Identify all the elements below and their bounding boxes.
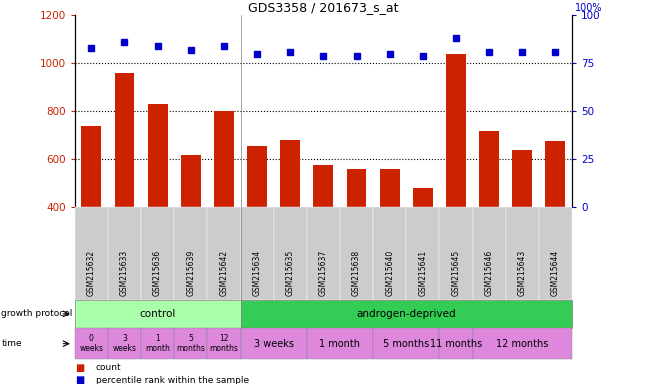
Bar <box>114 73 135 207</box>
Text: 11 months: 11 months <box>430 339 482 349</box>
Bar <box>81 126 101 207</box>
Text: 12 months: 12 months <box>496 339 549 349</box>
Text: control: control <box>140 309 176 319</box>
Bar <box>214 111 234 207</box>
Text: GSM215636: GSM215636 <box>153 250 162 296</box>
Bar <box>346 169 367 207</box>
Text: GSM215646: GSM215646 <box>485 250 493 296</box>
Text: GSM215643: GSM215643 <box>518 250 527 296</box>
Bar <box>545 141 566 207</box>
Text: GSM215635: GSM215635 <box>286 250 294 296</box>
Text: androgen-deprived: androgen-deprived <box>356 309 456 319</box>
Text: GSM215638: GSM215638 <box>352 250 361 296</box>
Text: 3 weeks: 3 weeks <box>254 339 294 349</box>
Text: 5 months: 5 months <box>383 339 430 349</box>
Text: GSM215634: GSM215634 <box>253 250 261 296</box>
Text: GSM215641: GSM215641 <box>419 250 427 296</box>
Text: GSM215644: GSM215644 <box>551 250 560 296</box>
Text: GSM215633: GSM215633 <box>120 250 129 296</box>
Bar <box>148 104 168 207</box>
Text: GSM215637: GSM215637 <box>319 250 328 296</box>
Text: ■: ■ <box>75 375 84 384</box>
Text: GSM215632: GSM215632 <box>87 250 96 296</box>
Text: 0
weeks: 0 weeks <box>79 334 103 353</box>
Text: time: time <box>1 339 22 348</box>
Text: 1 month: 1 month <box>319 339 361 349</box>
Text: GSM215639: GSM215639 <box>187 250 195 296</box>
Text: GSM215640: GSM215640 <box>385 250 394 296</box>
Text: 100%: 100% <box>575 3 603 13</box>
Bar <box>512 150 532 207</box>
Title: GDS3358 / 201673_s_at: GDS3358 / 201673_s_at <box>248 1 398 14</box>
Bar <box>181 155 201 207</box>
Text: growth protocol: growth protocol <box>1 310 73 318</box>
Bar <box>247 146 267 207</box>
Text: 1
month: 1 month <box>145 334 170 353</box>
Bar <box>479 131 499 207</box>
Bar <box>413 188 433 207</box>
Text: GSM215642: GSM215642 <box>220 250 228 296</box>
Text: 3
weeks: 3 weeks <box>112 334 136 353</box>
Text: ■: ■ <box>75 363 84 373</box>
Bar <box>446 54 466 207</box>
Bar <box>313 166 333 207</box>
Text: 12
months: 12 months <box>209 334 239 353</box>
Bar <box>380 169 400 207</box>
Text: percentile rank within the sample: percentile rank within the sample <box>96 376 249 384</box>
Bar <box>280 140 300 207</box>
Text: GSM215645: GSM215645 <box>452 250 460 296</box>
Text: 5
months: 5 months <box>176 334 205 353</box>
Text: count: count <box>96 363 121 372</box>
